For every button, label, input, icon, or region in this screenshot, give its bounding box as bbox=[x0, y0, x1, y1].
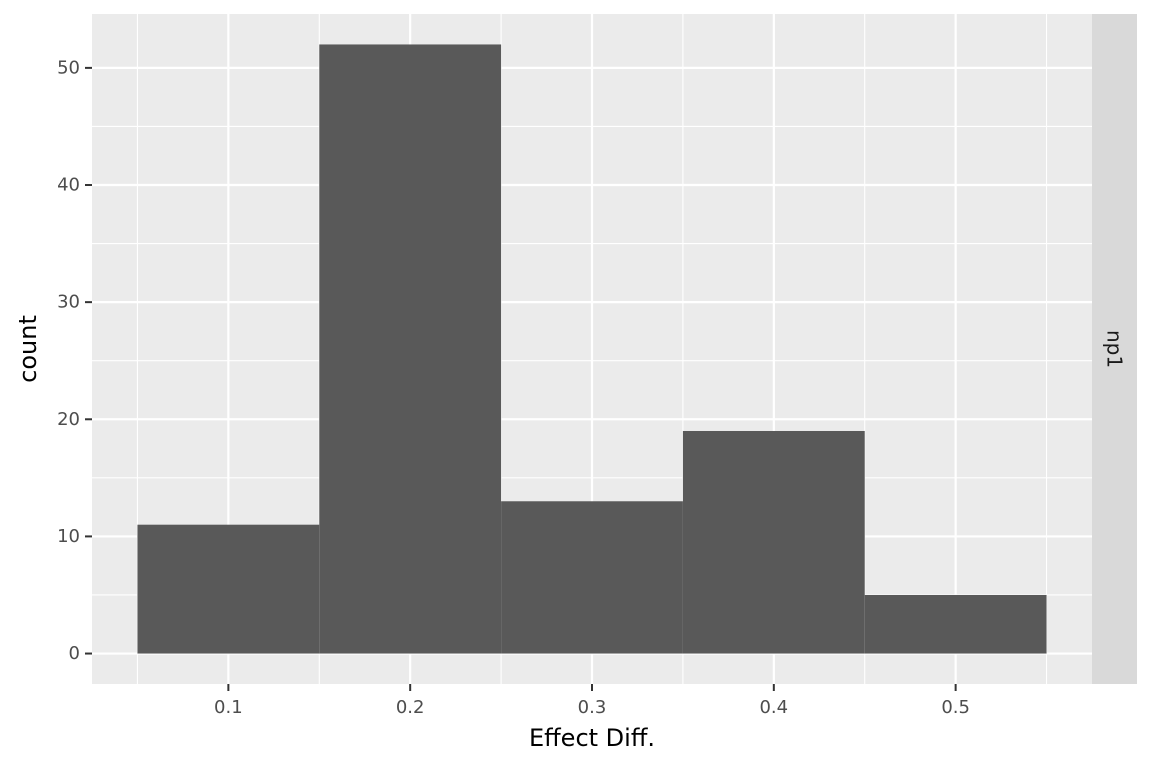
x-tick-label: 0.4 bbox=[759, 697, 788, 718]
histogram-bar-3 bbox=[501, 501, 683, 654]
y-tick-label: 20 bbox=[57, 409, 80, 430]
x-tick-label: 0.5 bbox=[941, 697, 970, 718]
x-tick-label: 0.1 bbox=[214, 697, 243, 718]
x-axis-title: Effect Diff. bbox=[529, 724, 655, 752]
x-axis: 0.1 0.2 0.3 0.4 0.5 bbox=[214, 684, 970, 718]
histogram-bar-5 bbox=[864, 594, 1047, 654]
y-axis: 0 10 20 30 40 50 bbox=[57, 57, 92, 664]
y-tick-label: 40 bbox=[57, 175, 80, 196]
histogram-bars bbox=[137, 44, 1047, 654]
y-tick-label: 0 bbox=[69, 643, 80, 664]
histogram-bar-2 bbox=[319, 44, 502, 654]
histogram-bar-1 bbox=[137, 524, 320, 654]
y-tick-label: 30 bbox=[57, 292, 80, 313]
y-axis-title: count bbox=[14, 315, 42, 383]
facet-strip bbox=[1092, 14, 1137, 684]
facet-strip-label: np1 bbox=[1103, 330, 1127, 368]
y-tick-label: 10 bbox=[57, 526, 80, 547]
y-tick-label: 50 bbox=[57, 57, 80, 78]
histogram-bar-4 bbox=[682, 430, 865, 654]
x-tick-label: 0.3 bbox=[578, 697, 607, 718]
x-tick-label: 0.2 bbox=[396, 697, 425, 718]
